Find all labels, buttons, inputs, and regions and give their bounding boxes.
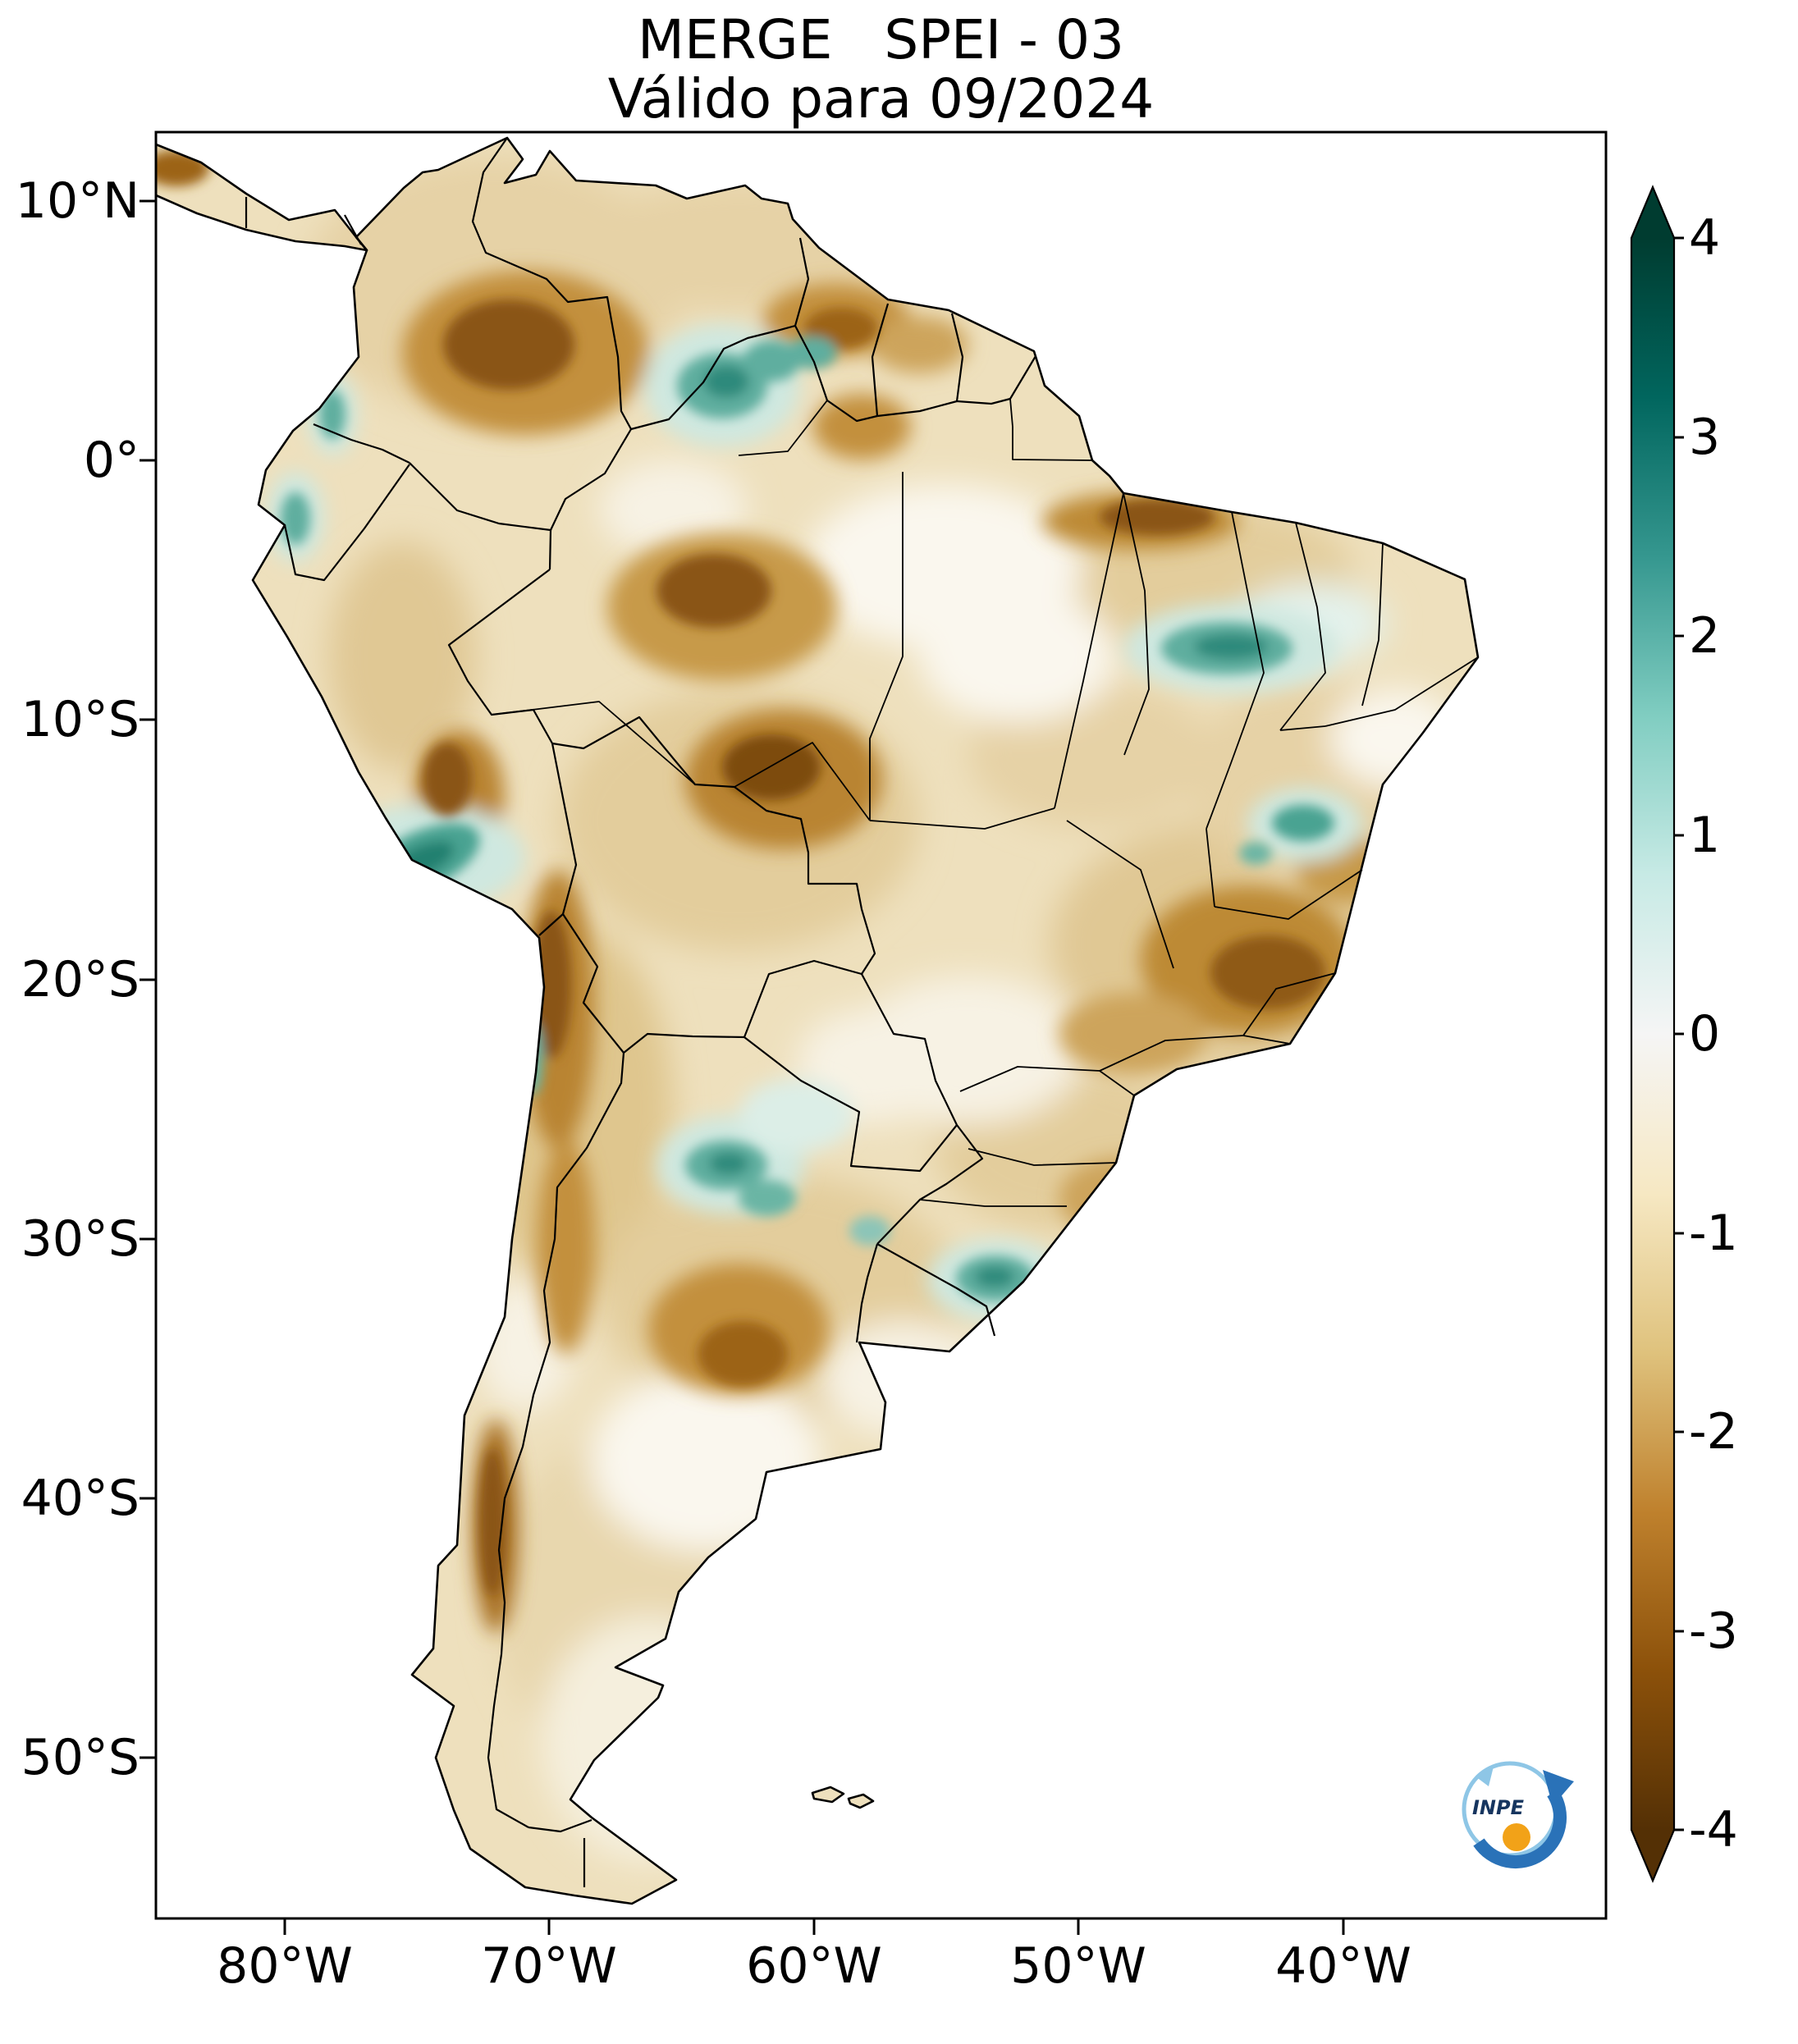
state-borders bbox=[491, 398, 1479, 1207]
cb-tick-3: 3 bbox=[1689, 409, 1721, 466]
inpe-logo-text: INPE bbox=[1472, 1796, 1525, 1819]
coastline bbox=[154, 136, 1480, 1905]
figure-subtitle: Válido para 09/2024 bbox=[607, 67, 1155, 130]
cb-tick-m2: -2 bbox=[1689, 1403, 1738, 1461]
y-tick-10n: 10°N bbox=[15, 172, 140, 230]
x-tick-40w: 40°W bbox=[1275, 1937, 1411, 1995]
plot-frame bbox=[154, 130, 1608, 1920]
inpe-logo-orbit-arrowhead bbox=[1475, 1767, 1494, 1786]
y-tick-20s: 20°S bbox=[21, 951, 140, 1008]
x-tick-60w: 60°W bbox=[746, 1937, 882, 1995]
x-tick-70w: 70°W bbox=[481, 1937, 617, 1995]
inpe-logo: INPE bbox=[1462, 1761, 1574, 1869]
colorbar bbox=[1630, 185, 1684, 1883]
y-tick-30s: 30°S bbox=[21, 1210, 140, 1268]
inpe-logo-orange-sphere bbox=[1503, 1823, 1530, 1851]
y-tick-10s: 10°S bbox=[21, 691, 140, 748]
cb-tick-m4: -4 bbox=[1689, 1801, 1738, 1859]
cb-tick-m3: -3 bbox=[1689, 1603, 1738, 1660]
cb-tick-4: 4 bbox=[1689, 209, 1721, 267]
y-tick-50s: 50°S bbox=[21, 1729, 140, 1786]
cb-tick-m1: -1 bbox=[1689, 1205, 1738, 1262]
country-borders bbox=[245, 137, 1036, 1887]
colorbar-tick-marks bbox=[1674, 236, 1684, 1831]
inpe-logo-arrowhead bbox=[1543, 1770, 1574, 1806]
figure-title: MERGE SPEI - 03 bbox=[638, 8, 1124, 71]
y-tick-0: 0° bbox=[83, 432, 140, 489]
inpe-logo-arrow bbox=[1473, 1789, 1567, 1869]
cb-tick-0: 0 bbox=[1689, 1005, 1721, 1063]
x-tick-50w: 50°W bbox=[1010, 1937, 1146, 1995]
y-tick-40s: 40°S bbox=[21, 1470, 140, 1527]
axis-tick-marks bbox=[140, 199, 1345, 1935]
x-tick-80w: 80°W bbox=[217, 1937, 353, 1995]
cb-tick-1: 1 bbox=[1689, 807, 1721, 864]
cb-tick-2: 2 bbox=[1689, 607, 1721, 665]
